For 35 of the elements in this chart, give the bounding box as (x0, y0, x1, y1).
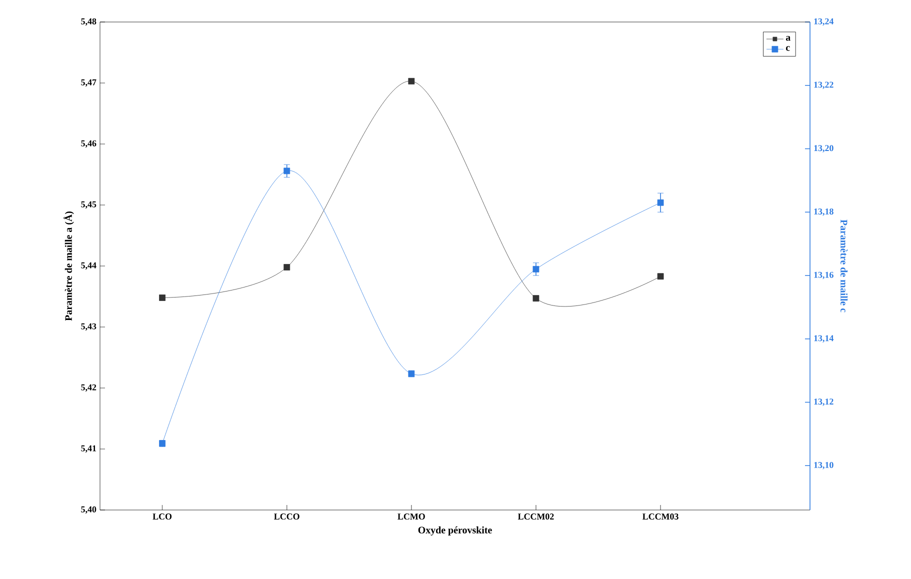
point (284, 168, 290, 174)
y-tick-label: 5,45 (81, 201, 96, 209)
y-tick-label: 5,41 (81, 445, 96, 453)
y2-tick-label: 13,20 (814, 145, 834, 152)
x-tick-label: LCCM02 (518, 514, 554, 520)
y2-tick-label: 13,14 (814, 335, 834, 343)
legend-label: a (786, 36, 790, 41)
x-axis-title: Oxyde pérovskite (418, 526, 492, 536)
y-tick-label: 5,47 (81, 79, 96, 87)
y2-tick-label: 13,22 (814, 82, 834, 90)
y-tick-label: 5,43 (81, 323, 96, 331)
point (159, 294, 166, 301)
point (284, 264, 290, 270)
x-tick-label: LCCO (274, 514, 300, 520)
legend-label: c (786, 46, 790, 51)
y2-tick-label: 13,18 (814, 208, 834, 216)
x-tick-label: LCO (152, 514, 172, 520)
x-tick-label: LCCM03 (642, 514, 678, 520)
y2-tick-label: 13,10 (814, 462, 834, 470)
x-tick-label: LCMO (398, 514, 425, 520)
y2-axis-title: Paramètre de maille c (840, 220, 848, 312)
point (532, 266, 540, 272)
point (657, 273, 664, 280)
y-tick-label: 5,44 (81, 262, 96, 270)
y-tick-label: 5,40 (81, 506, 96, 514)
y-tick-label: 5,46 (81, 140, 96, 148)
point (408, 78, 415, 84)
y2-tick-label: 13,16 (814, 272, 834, 280)
point (657, 199, 664, 206)
y2-tick-label: 13,24 (814, 18, 834, 26)
y-axis-title: Paramètre de maille a (Å) (64, 211, 74, 321)
y-tick-label: 5,42 (81, 384, 96, 392)
y-tick-label: 5,48 (81, 18, 96, 26)
y2-tick-label: 13,12 (814, 398, 834, 406)
point (532, 295, 540, 302)
